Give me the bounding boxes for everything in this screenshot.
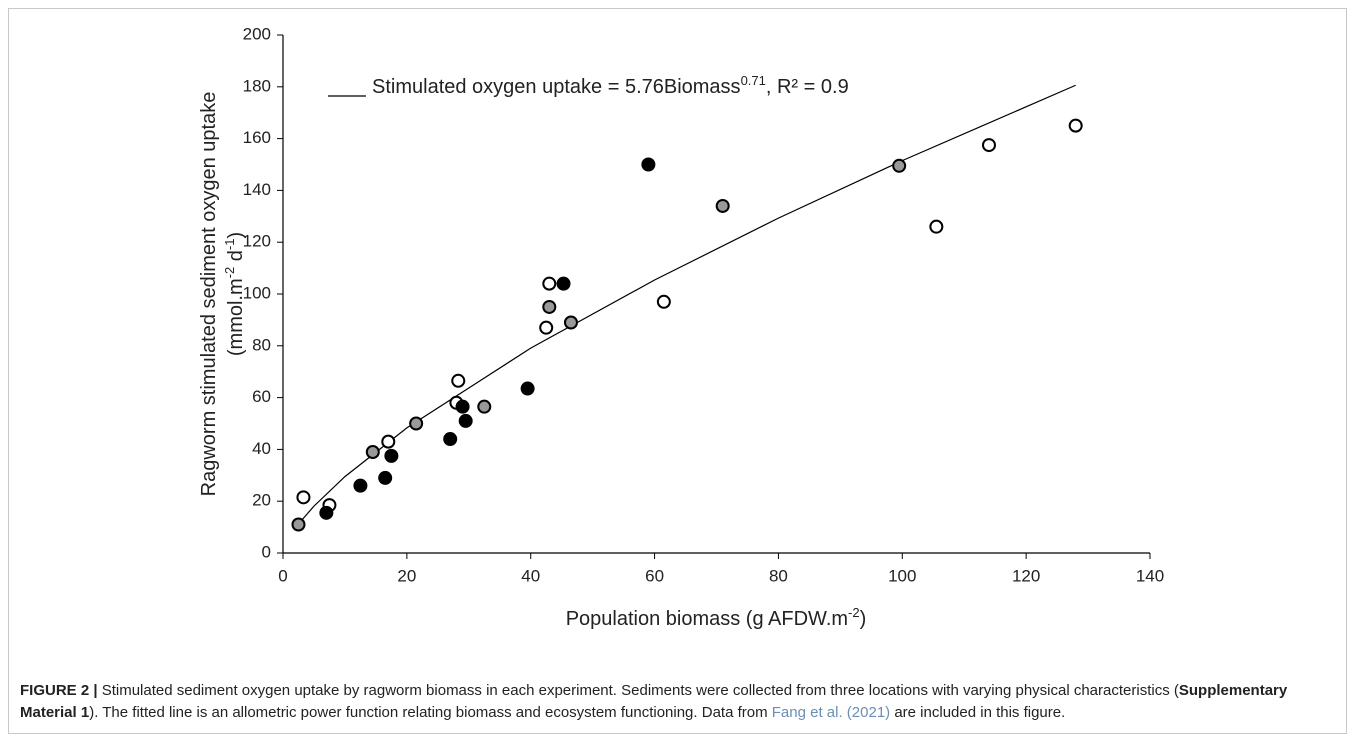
data-point xyxy=(291,517,306,532)
fit-line xyxy=(301,84,1076,521)
caption-text: are included in this figure. xyxy=(890,704,1066,721)
data-point xyxy=(378,470,393,485)
y-tick-label: 60 xyxy=(252,387,271,406)
x-tick-label: 140 xyxy=(1136,566,1164,585)
x-tick-label: 40 xyxy=(521,566,540,585)
y-tick-label: 100 xyxy=(243,283,271,302)
x-tick-label: 20 xyxy=(397,566,416,585)
y-tick-label: 140 xyxy=(243,180,271,199)
y-tick-label: 0 xyxy=(262,542,271,561)
data-point xyxy=(443,432,458,447)
y-axis-title: Ragworm stimulated sediment oxygen uptak… xyxy=(198,92,247,497)
x-title-text: Population biomass (g AFDW.m xyxy=(566,608,848,630)
x-axis-title: Population biomass (g AFDW.m-2) xyxy=(566,605,867,630)
data-point xyxy=(542,276,557,291)
data-point xyxy=(319,505,334,520)
caption-text: Stimulated sediment oxygen uptake by rag… xyxy=(97,682,1179,699)
data-point xyxy=(542,299,557,314)
annotation-sup: 0.71 xyxy=(741,73,766,88)
fit-annotation: Stimulated oxygen uptake = 5.76Biomass0.… xyxy=(372,73,849,98)
data-point xyxy=(477,399,492,414)
x-title-sup: -2 xyxy=(848,605,860,620)
y-tick-label: 80 xyxy=(252,335,271,354)
y-title-text: (mmol.m xyxy=(225,278,247,356)
data-point xyxy=(384,448,399,463)
data-point xyxy=(556,276,571,291)
caption-label: FIGURE 2 | xyxy=(20,682,98,699)
y-title-line1: Ragworm stimulated sediment oxygen uptak… xyxy=(198,92,220,497)
y-tick-label: 180 xyxy=(243,76,271,95)
data-point xyxy=(892,158,907,173)
y-title-sup: -2 xyxy=(222,267,237,279)
y-title-line2: (mmol.m-2 d-1) xyxy=(222,232,247,356)
figure-caption: FIGURE 2 | Stimulated sediment oxygen up… xyxy=(20,680,1338,724)
chart: Stimulated oxygen uptake = 5.76Biomass0.… xyxy=(198,24,1164,630)
caption-text: ). The fitted line is an allometric powe… xyxy=(89,704,772,721)
y-tick-label: 40 xyxy=(252,439,271,458)
annotation-suffix: , R² = 0.9 xyxy=(766,76,849,98)
data-point xyxy=(455,399,470,414)
caption-bold: Supplementary Material 1 xyxy=(20,682,1288,721)
data-point xyxy=(641,157,656,172)
y-title-text: d xyxy=(225,250,247,267)
data-point xyxy=(520,381,535,396)
data-point xyxy=(451,373,466,388)
figure-frame xyxy=(8,8,1347,734)
x-tick-label: 120 xyxy=(1012,566,1040,585)
y-tick-label: 160 xyxy=(243,128,271,147)
data-point xyxy=(353,478,368,493)
x-tick-label: 60 xyxy=(645,566,664,585)
y-tick-label: 200 xyxy=(243,24,271,43)
data-point xyxy=(563,315,578,330)
data-point xyxy=(539,320,554,335)
caption-link[interactable]: Fang et al. (2021) xyxy=(771,704,891,721)
y-title-suffix: ) xyxy=(225,232,247,239)
data-point xyxy=(981,138,996,153)
data-point xyxy=(365,444,380,459)
annotation-text: Stimulated oxygen uptake = 5.76Biomass xyxy=(372,76,741,98)
x-tick-label: 100 xyxy=(888,566,916,585)
data-point xyxy=(458,413,473,428)
y-tick-label: 120 xyxy=(243,232,271,251)
data-point xyxy=(296,490,311,505)
data-point xyxy=(381,434,396,449)
y-title-sup: -1 xyxy=(222,239,237,251)
data-point xyxy=(1068,118,1083,133)
data-point xyxy=(656,294,671,309)
x-tick-label: 0 xyxy=(278,566,287,585)
x-title-suffix: ) xyxy=(860,608,867,630)
data-point xyxy=(929,219,944,234)
data-point xyxy=(715,198,730,213)
data-point xyxy=(409,416,424,431)
y-tick-label: 20 xyxy=(252,491,271,510)
x-tick-label: 80 xyxy=(769,566,788,585)
